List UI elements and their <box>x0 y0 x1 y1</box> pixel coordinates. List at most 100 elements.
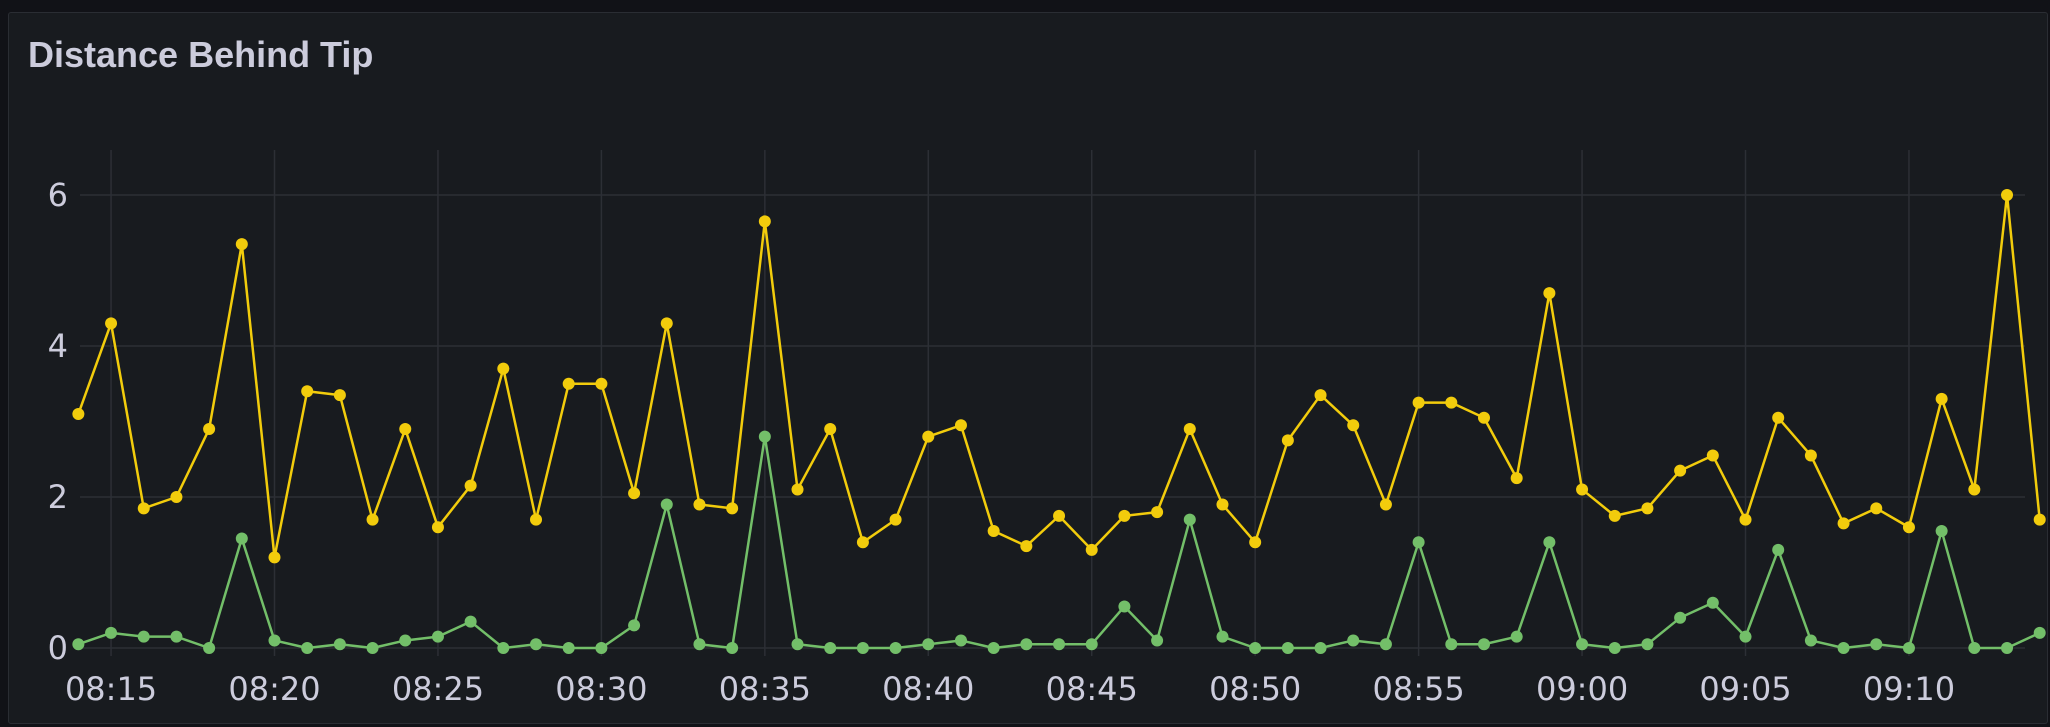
data-point[interactable] <box>758 430 771 443</box>
data-point[interactable] <box>268 551 281 564</box>
data-point[interactable] <box>856 642 869 654</box>
data-point[interactable] <box>431 630 444 643</box>
data-point[interactable] <box>1281 434 1294 447</box>
data-point[interactable] <box>595 642 608 654</box>
data-point[interactable] <box>431 521 444 534</box>
data-point[interactable] <box>1216 630 1229 643</box>
data-point[interactable] <box>856 536 869 549</box>
data-point[interactable] <box>1477 411 1490 424</box>
data-point[interactable] <box>530 513 543 526</box>
data-point[interactable] <box>1968 642 1981 654</box>
data-point[interactable] <box>497 642 510 654</box>
data-point[interactable] <box>301 385 314 398</box>
data-point[interactable] <box>889 642 902 654</box>
data-point[interactable] <box>922 638 935 651</box>
data-point[interactable] <box>954 634 967 647</box>
data-point[interactable] <box>954 419 967 432</box>
data-point[interactable] <box>1151 506 1164 519</box>
data-point[interactable] <box>1641 638 1654 651</box>
data-point[interactable] <box>530 638 543 651</box>
data-point[interactable] <box>1216 498 1229 511</box>
data-point[interactable] <box>1706 449 1719 462</box>
data-point[interactable] <box>137 502 150 515</box>
data-point[interactable] <box>1543 536 1556 549</box>
data-point[interactable] <box>464 479 477 492</box>
data-point[interactable] <box>203 423 216 436</box>
data-point[interactable] <box>1870 638 1883 651</box>
data-point[interactable] <box>268 634 281 647</box>
data-point[interactable] <box>1935 524 1948 537</box>
data-point[interactable] <box>1837 642 1850 654</box>
data-point[interactable] <box>1674 611 1687 624</box>
data-point[interactable] <box>1053 638 1066 651</box>
data-point[interactable] <box>660 498 673 511</box>
data-point[interactable] <box>758 215 771 228</box>
data-point[interactable] <box>660 317 673 330</box>
data-point[interactable] <box>1772 411 1785 424</box>
data-point[interactable] <box>693 638 706 651</box>
data-point[interactable] <box>1053 509 1066 522</box>
data-point[interactable] <box>235 238 248 251</box>
panel-title[interactable]: Distance Behind Tip <box>28 34 374 75</box>
data-point[interactable] <box>1314 642 1327 654</box>
data-point[interactable] <box>203 642 216 654</box>
data-point[interactable] <box>1641 502 1654 515</box>
data-point[interactable] <box>1902 642 1915 654</box>
data-point[interactable] <box>1739 513 1752 526</box>
data-point[interactable] <box>333 638 346 651</box>
data-point[interactable] <box>889 513 902 526</box>
data-point[interactable] <box>1870 502 1883 515</box>
data-point[interactable] <box>1249 536 1262 549</box>
data-point[interactable] <box>1183 423 1196 436</box>
data-point[interactable] <box>693 498 706 511</box>
data-point[interactable] <box>235 532 248 545</box>
data-point[interactable] <box>1347 634 1360 647</box>
data-point[interactable] <box>1772 543 1785 556</box>
data-point[interactable] <box>1183 513 1196 526</box>
data-point[interactable] <box>1379 638 1392 651</box>
data-point[interactable] <box>1412 536 1425 549</box>
data-point[interactable] <box>726 502 739 515</box>
data-point[interactable] <box>922 430 935 443</box>
data-point[interactable] <box>1347 419 1360 432</box>
data-point[interactable] <box>562 642 575 654</box>
data-point[interactable] <box>824 642 837 654</box>
data-point[interactable] <box>366 513 379 526</box>
data-point[interactable] <box>1477 638 1490 651</box>
data-point[interactable] <box>1968 483 1981 496</box>
data-point[interactable] <box>1576 638 1589 651</box>
data-point[interactable] <box>1020 540 1033 553</box>
data-point[interactable] <box>464 615 477 628</box>
data-point[interactable] <box>1935 392 1948 405</box>
data-point[interactable] <box>562 377 575 390</box>
data-point[interactable] <box>1804 449 1817 462</box>
data-point[interactable] <box>1314 389 1327 402</box>
data-point[interactable] <box>987 642 1000 654</box>
data-point[interactable] <box>301 642 314 654</box>
data-point[interactable] <box>1249 642 1262 654</box>
data-point[interactable] <box>170 630 183 643</box>
data-point[interactable] <box>1510 472 1523 485</box>
data-point[interactable] <box>399 423 412 436</box>
data-point[interactable] <box>1510 630 1523 643</box>
data-point[interactable] <box>1379 498 1392 511</box>
data-point[interactable] <box>2001 189 2014 201</box>
data-point[interactable] <box>105 317 118 330</box>
data-point[interactable] <box>1608 509 1621 522</box>
data-point[interactable] <box>2033 626 2046 639</box>
data-point[interactable] <box>497 362 510 375</box>
data-point[interactable] <box>1706 596 1719 609</box>
data-point[interactable] <box>595 377 608 390</box>
data-point[interactable] <box>2033 513 2046 526</box>
data-point[interactable] <box>628 619 641 632</box>
data-point[interactable] <box>1576 483 1589 496</box>
data-point[interactable] <box>72 638 85 651</box>
data-point[interactable] <box>1837 517 1850 530</box>
data-point[interactable] <box>170 491 183 503</box>
data-point[interactable] <box>791 483 804 496</box>
data-point[interactable] <box>72 407 85 420</box>
data-point[interactable] <box>1281 642 1294 654</box>
data-point[interactable] <box>2001 642 2014 654</box>
data-point[interactable] <box>105 626 118 639</box>
data-point[interactable] <box>628 487 641 500</box>
